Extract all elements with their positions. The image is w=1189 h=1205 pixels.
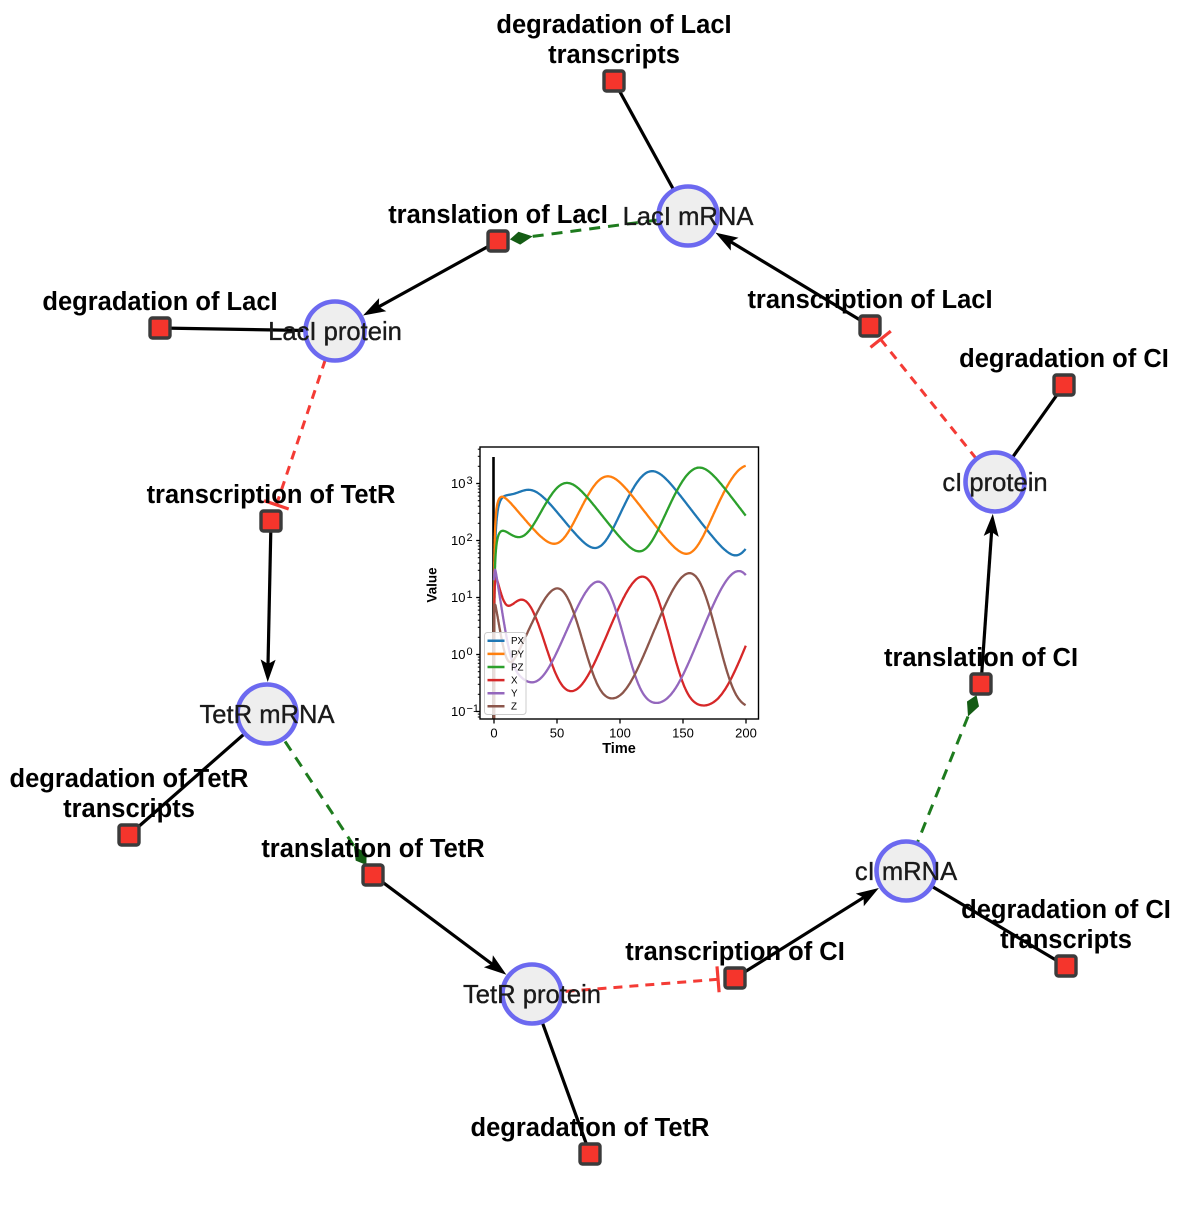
svg-text:10: 10 (451, 590, 465, 605)
svg-text:TetR protein: TetR protein (463, 981, 601, 1009)
svg-text:−1: −1 (467, 703, 480, 715)
svg-text:transcripts: transcripts (1000, 926, 1132, 954)
svg-text:TetR mRNA: TetR mRNA (199, 701, 335, 729)
svg-text:Value: Value (425, 567, 440, 603)
svg-text:degradation of TetR: degradation of TetR (10, 765, 249, 793)
svg-text:degradation of CI: degradation of CI (961, 896, 1171, 924)
svg-text:LacI protein: LacI protein (268, 318, 402, 346)
svg-text:200: 200 (735, 726, 757, 741)
svg-text:degradation of LacI: degradation of LacI (496, 11, 731, 39)
svg-text:transcripts: transcripts (63, 795, 195, 823)
svg-text:2: 2 (467, 532, 473, 544)
svg-text:PZ: PZ (511, 662, 524, 673)
svg-text:Y: Y (511, 689, 518, 700)
svg-text:50: 50 (550, 726, 564, 741)
svg-text:cI protein: cI protein (942, 469, 1047, 497)
svg-text:PX: PX (511, 636, 525, 647)
svg-text:X: X (511, 676, 518, 687)
svg-text:0: 0 (467, 646, 473, 658)
svg-text:0: 0 (490, 726, 497, 741)
svg-text:3: 3 (467, 475, 473, 487)
svg-text:10: 10 (451, 533, 465, 548)
svg-text:LacI mRNA: LacI mRNA (623, 203, 755, 231)
svg-text:transcription of LacI: transcription of LacI (747, 286, 992, 314)
svg-text:transcripts: transcripts (548, 41, 680, 69)
svg-text:cI mRNA: cI mRNA (855, 858, 958, 886)
svg-text:degradation of TetR: degradation of TetR (471, 1114, 710, 1142)
svg-text:Z: Z (511, 702, 517, 713)
svg-text:transcription of TetR: transcription of TetR (147, 481, 396, 509)
svg-text:10: 10 (451, 704, 465, 719)
svg-text:Time: Time (602, 741, 636, 757)
svg-text:PY: PY (511, 649, 525, 660)
svg-text:degradation of LacI: degradation of LacI (42, 288, 277, 316)
svg-text:100: 100 (609, 726, 631, 741)
svg-text:degradation of CI: degradation of CI (959, 345, 1169, 373)
svg-text:150: 150 (672, 726, 694, 741)
svg-text:1: 1 (467, 589, 473, 601)
svg-text:10: 10 (451, 476, 465, 491)
svg-text:translation of LacI: translation of LacI (388, 201, 608, 229)
svg-text:10: 10 (451, 647, 465, 662)
svg-text:translation of TetR: translation of TetR (261, 835, 484, 863)
svg-text:transcription of CI: transcription of CI (625, 938, 845, 966)
svg-text:translation of CI: translation of CI (884, 644, 1078, 672)
